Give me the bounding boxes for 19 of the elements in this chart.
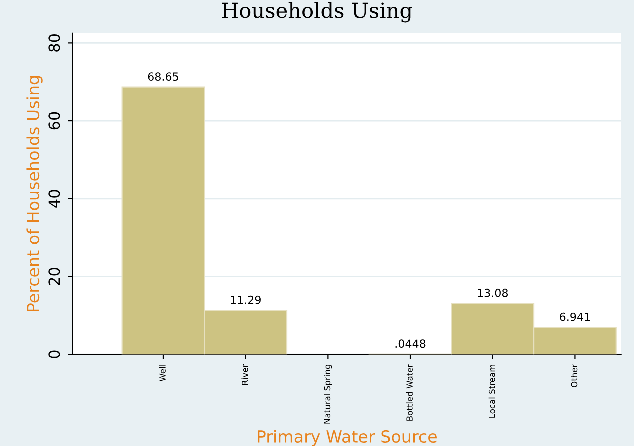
x-tick-label: River	[242, 364, 248, 386]
x-tick-label: Natural Spring	[324, 365, 332, 424]
y-axis-title: Percent of Households Using	[26, 76, 43, 312]
chart-title: Households Using	[222, 2, 412, 23]
y-tick-label: 0	[48, 350, 60, 358]
y-tick-label: 80	[48, 34, 60, 52]
y-tick-label: 60	[48, 112, 60, 130]
data-label: 6.941	[560, 312, 590, 322]
y-tick-label: 40	[48, 190, 60, 208]
data-label: 68.65	[148, 72, 178, 82]
data-label: .0448	[396, 340, 426, 348]
x-axis-title: Primary Water Source	[258, 430, 437, 446]
x-tick-label: Bottled Water	[406, 364, 413, 421]
y-tick-label: 20	[48, 268, 60, 286]
data-label: 11.29	[231, 296, 261, 304]
data-label: 13.08	[478, 288, 508, 298]
x-tick-label: Well	[159, 365, 166, 382]
x-tick-label: Other	[571, 364, 578, 388]
x-tick-label: Local Stream	[488, 365, 496, 418]
